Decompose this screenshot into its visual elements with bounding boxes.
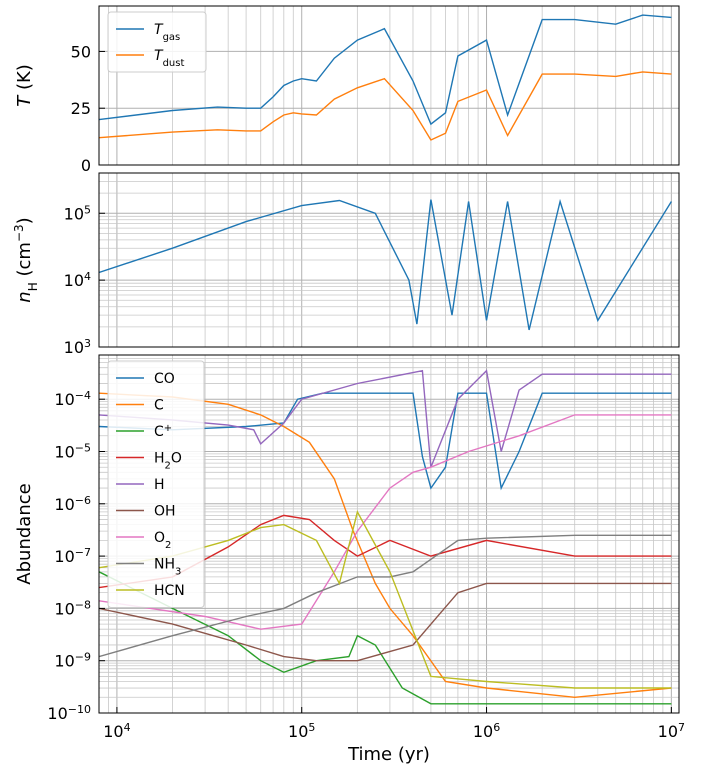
x-axis-label: Time (yr)	[347, 744, 430, 765]
series-line-h2o	[99, 514, 672, 589]
legend-entry: O2	[154, 530, 171, 551]
y-tick-label: 10−4	[54, 389, 91, 410]
y-tick-label: 10−10	[47, 703, 91, 724]
legend-entry: Tdust	[154, 48, 184, 69]
y-tick-label: 105	[64, 203, 91, 224]
x-tick-label: 105	[288, 721, 315, 742]
series-line-hcn	[99, 509, 672, 689]
series-line-nh3	[99, 534, 672, 658]
legend-frame	[107, 11, 207, 73]
y-tick-label: 50	[71, 42, 91, 61]
y-tick-label: 10−9	[54, 650, 91, 671]
panels: 0 25 50 T (K) Tgas Tdust 103 104 105 nH (cm−3) 10−…	[12, 5, 685, 765]
series-line-oh	[99, 582, 672, 662]
grid	[98, 354, 679, 714]
legend-entry: H	[154, 477, 165, 493]
axes-frame	[98, 354, 680, 714]
series-line-o2	[99, 414, 672, 630]
y-tick-label: 10−6	[54, 493, 91, 514]
y-tick-label: 10−8	[54, 598, 91, 619]
legend-entry: HCN	[154, 583, 185, 599]
legend-entry: NH3	[154, 557, 181, 578]
legend-entry: OH	[154, 504, 176, 520]
series-group	[99, 14, 672, 141]
legend-entry: H2O	[154, 451, 182, 472]
y-tick-label: 103	[64, 337, 91, 358]
series-line-n-h	[99, 198, 672, 331]
y-tick-label: 104	[64, 270, 91, 291]
grid	[98, 172, 679, 348]
panel-1: 0 25 50 T (K) Tgas Tdust	[14, 5, 680, 175]
series-line-co	[99, 392, 672, 491]
series-group	[99, 369, 672, 705]
axes-frame	[98, 5, 680, 166]
axes-frame	[98, 172, 680, 348]
legend: Tgas Tdust	[107, 11, 207, 73]
legend-frame	[107, 360, 205, 608]
panel-3: 10−10 10−9 10−8 10−7 10−6 10−5 10−4 104 105 106 10…	[14, 354, 685, 765]
series-group	[99, 198, 672, 331]
x-tick-label: 106	[473, 721, 500, 742]
x-tick-label: 107	[658, 721, 685, 742]
series-line-t-gas	[99, 14, 672, 126]
y-tick-label: 10−7	[54, 546, 91, 567]
series-line-t-dust	[99, 71, 672, 141]
x-tick-label: 104	[103, 721, 130, 742]
panel-2: 103 104 105 nH (cm−3)	[12, 172, 680, 358]
legend: CO C C+ H2O H OH O2 NH3 HCN	[107, 360, 205, 608]
legend-entry: CO	[154, 371, 175, 387]
legend-entry: Tgas	[154, 22, 180, 43]
y-tick-label: 10−5	[54, 441, 91, 462]
y-axis-label: T (K)	[14, 64, 35, 107]
series-line-h	[99, 369, 672, 468]
legend-entry: C+	[154, 423, 172, 441]
y-axis-label: nH (cm−3)	[12, 217, 40, 302]
series-line-c-	[99, 571, 672, 705]
y-axis-label: Abundance	[14, 483, 35, 584]
legend-entry: C	[154, 398, 164, 414]
y-tick-label: 0	[81, 156, 91, 175]
y-tick-label: 25	[71, 99, 91, 118]
